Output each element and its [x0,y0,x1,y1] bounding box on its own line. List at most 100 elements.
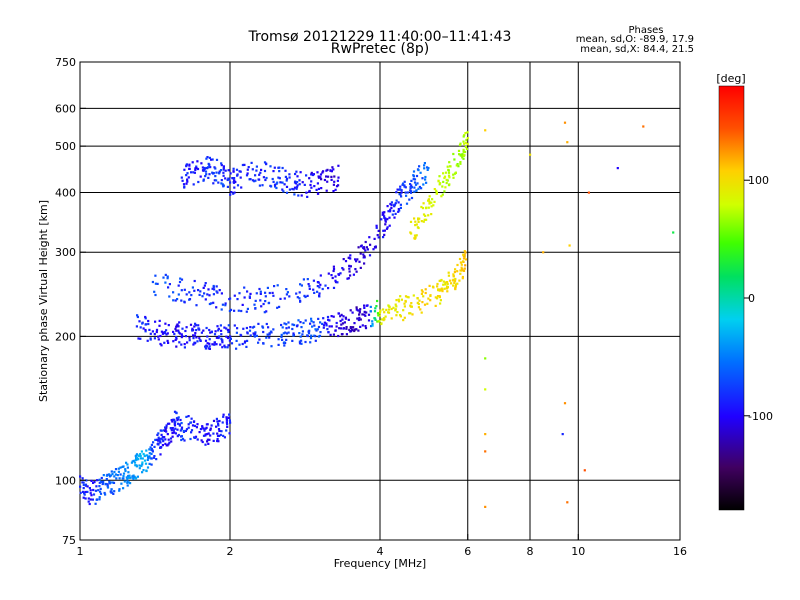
data-point [332,333,335,336]
data-point [424,178,427,181]
data-point [173,418,176,421]
data-point [174,299,177,302]
data-point [294,182,298,185]
data-point [355,306,358,309]
data-point [355,328,358,331]
data-point [141,471,144,474]
data-point [122,487,125,490]
data-point [218,170,221,173]
data-point [168,283,171,286]
data-point [198,431,201,434]
data-point [233,309,236,312]
data-point [139,326,142,329]
data-point [98,481,101,484]
data-point [235,347,238,350]
data-point [128,476,131,479]
data-point [319,321,322,324]
data-point [315,188,318,191]
data-point [419,171,422,174]
data-point [317,325,321,329]
data-point [338,327,341,330]
data-point [316,182,319,185]
y-tick-label: 200 [55,330,76,343]
data-point [281,181,284,184]
data-point [428,200,431,203]
data-point [140,450,143,453]
x-axis-label: Frequency [MHz] [334,557,426,570]
data-point [410,305,413,308]
data-point [193,171,196,174]
data-point [434,304,437,307]
data-point [194,322,197,325]
data-point [285,191,289,194]
data-point [157,436,160,439]
data-point [228,413,231,416]
data-point [193,279,196,283]
data-point [462,148,465,151]
data-point [156,433,159,436]
data-point [178,280,182,284]
data-point [248,329,252,332]
data-point [133,475,136,478]
data-point [110,488,113,491]
data-point [215,179,218,182]
data-point [317,317,320,320]
data-point [422,213,426,216]
data-point [162,440,165,443]
data-point [106,483,109,486]
data-point [359,266,362,269]
data-point [334,281,338,284]
data-point [115,477,118,480]
data-point [441,288,444,291]
data-point [217,329,220,332]
data-point [375,226,378,229]
data-point [401,183,404,186]
data-point [253,303,256,306]
data-point [310,186,313,189]
data-point [113,490,116,493]
data-point [249,334,252,337]
data-point [382,213,385,216]
data-point [342,258,345,261]
data-point [184,335,187,338]
data-point [176,422,180,425]
data-point [385,227,389,230]
data-point [192,337,195,340]
data-point [204,298,207,301]
data-point [203,429,206,432]
data-point [220,164,223,167]
data-point [462,140,465,143]
data-point [388,305,391,308]
data-point [363,306,366,309]
data-point [353,322,356,325]
data-point [383,311,386,314]
data-point [390,201,393,204]
data-point [226,185,229,188]
data-point [384,220,387,223]
data-point [266,333,270,336]
data-point [316,192,320,195]
data-point [265,163,268,166]
data-point [484,505,487,508]
data-point [331,276,334,280]
data-point [288,295,291,298]
data-point [326,315,330,319]
data-point [172,431,176,434]
data-point [372,248,375,251]
data-point [356,317,359,320]
data-point [136,314,139,317]
data-point [283,297,286,300]
data-point [199,290,202,293]
data-point [410,302,413,305]
data-point [183,186,186,189]
data-point [318,294,321,297]
data-point [124,468,127,471]
data-point [155,330,158,334]
data-point [166,332,169,335]
data-point [181,437,185,440]
data-point [397,210,400,213]
data-point [466,131,469,134]
data-point [321,322,324,325]
data-point [409,183,412,186]
data-point [197,327,200,330]
